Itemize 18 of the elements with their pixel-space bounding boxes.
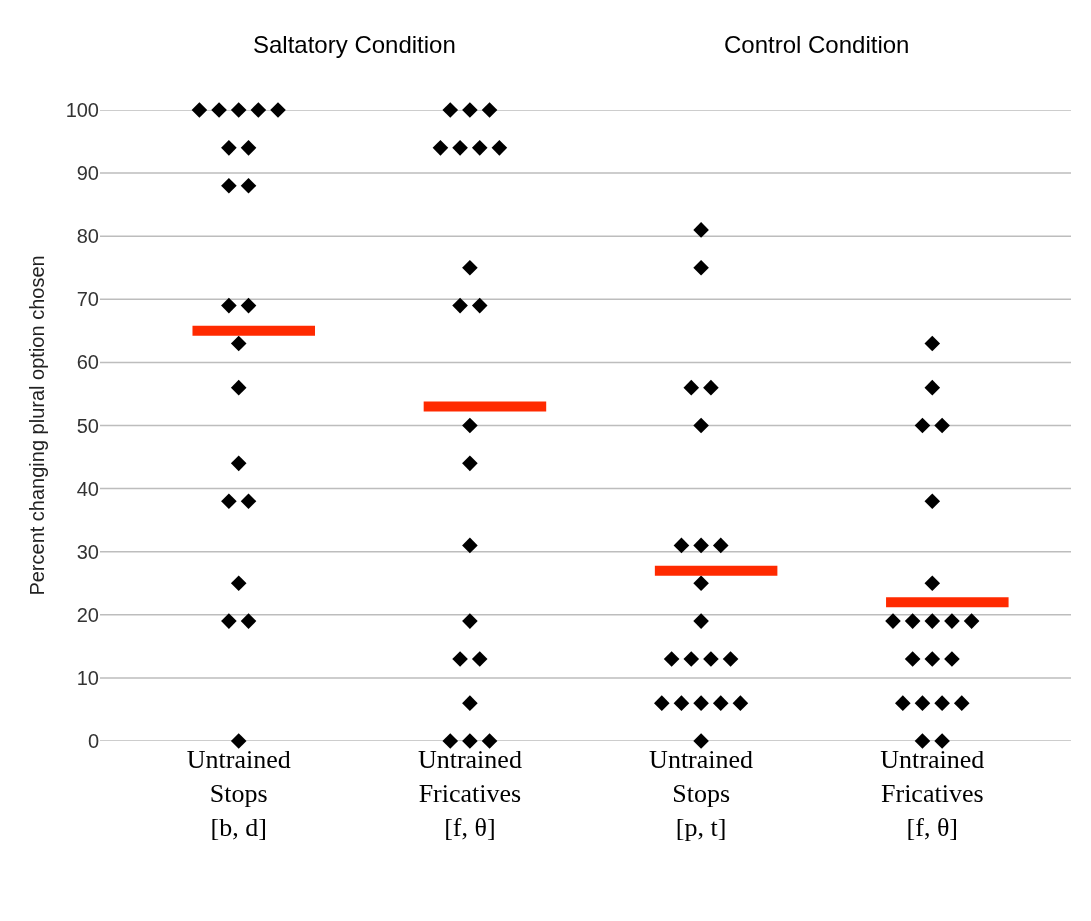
x-tick-label: Untrained Stops [p, t]: [649, 745, 754, 842]
y-tick-label: 100: [65, 99, 99, 121]
y-tick-label: 60: [76, 351, 99, 374]
x-tick-label: Untrained Fricatives [f, θ]: [417, 745, 522, 842]
x-tick-label: Untrained Fricatives [f, θ]: [880, 745, 985, 842]
y-tick-label: 10: [76, 666, 99, 689]
text: Control Condition: [724, 31, 910, 58]
text: Saltatory Condition: [253, 31, 456, 58]
y-tick-label: 50: [76, 414, 99, 437]
y-tick-label: 70: [76, 288, 99, 311]
y-tick-label: 40: [76, 477, 99, 500]
y-axis-title: Percent changing plural option chosen: [26, 255, 49, 596]
y-tick-label: 80: [76, 225, 99, 248]
x-tick-label: Untrained Stops [b, d]: [186, 745, 291, 842]
y-tick-label: 90: [76, 162, 99, 185]
y-tick-label: 20: [76, 603, 99, 626]
y-tick-label: 30: [76, 540, 99, 563]
y-tick-label: 0: [87, 730, 99, 752]
